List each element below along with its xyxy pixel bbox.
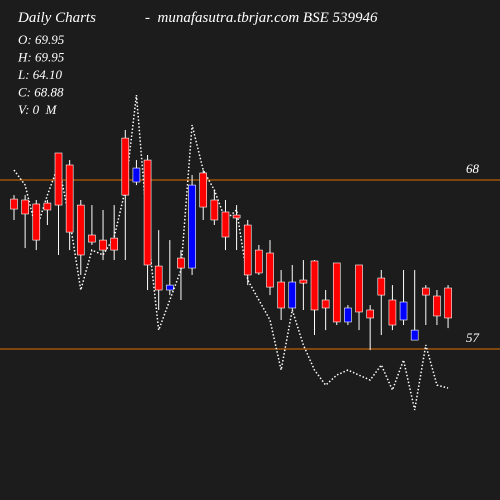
candle-body	[110, 237, 118, 251]
candle-body	[210, 199, 219, 221]
candle-body	[377, 277, 386, 296]
candle-body	[10, 198, 18, 210]
info-line: H: 69.95	[17, 50, 65, 65]
candle-body	[255, 249, 263, 274]
y-tick-label: 57	[466, 330, 480, 345]
candle-body	[99, 239, 107, 251]
candle-body	[221, 211, 230, 238]
info-line: V: 0 M	[18, 102, 58, 117]
candle-body	[243, 224, 252, 276]
candle-body	[32, 203, 41, 241]
candle-body	[332, 262, 341, 323]
candle-body	[344, 307, 352, 323]
candle-body	[154, 265, 163, 291]
candle-body	[65, 164, 74, 233]
candle-body	[355, 264, 363, 313]
candle-body	[388, 299, 397, 326]
candle-body	[143, 159, 152, 266]
candle-body	[188, 184, 196, 269]
candle-body	[299, 279, 308, 284]
candle-body	[121, 137, 130, 196]
candle-body	[43, 202, 52, 211]
chart-subtitle: - munafasutra.tbrjar.com BSE 539946	[145, 10, 378, 26]
info-line: L: 64.10	[17, 67, 63, 82]
candle-body	[132, 167, 141, 183]
candle-body	[366, 309, 374, 319]
candle-body	[166, 284, 174, 291]
candle-body	[266, 252, 274, 288]
candle-body	[54, 152, 63, 206]
candle-body	[310, 260, 319, 311]
candle-body	[444, 287, 452, 319]
candle-body	[422, 287, 430, 296]
candle-body	[177, 257, 185, 269]
y-tick-label: 68	[466, 161, 480, 176]
candle-body	[88, 234, 96, 243]
candle-body	[76, 204, 85, 256]
info-line: C: 68.88	[18, 85, 64, 100]
candle-body	[288, 281, 297, 309]
chart-title: Daily Charts	[17, 10, 96, 26]
candle-body	[232, 214, 241, 219]
candle-body	[199, 172, 208, 208]
candle-body	[277, 281, 285, 309]
candle-body	[399, 301, 408, 321]
overlay-line	[13, 94, 449, 411]
candle-body	[321, 299, 330, 309]
candle-body	[433, 295, 441, 317]
candle-body	[21, 199, 29, 215]
info-line: O: 69.95	[18, 32, 65, 47]
candle-body	[410, 329, 419, 341]
